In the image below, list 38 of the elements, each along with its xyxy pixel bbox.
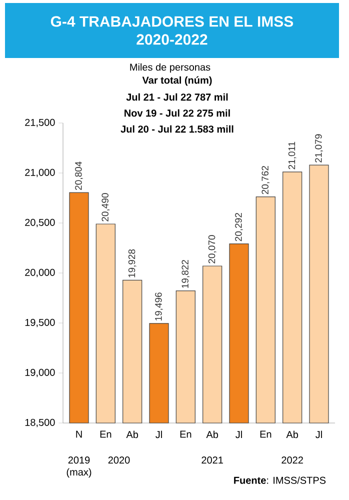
y-tick-label: 21,000	[25, 168, 55, 178]
x-tick-label: En	[180, 430, 192, 438]
data-label: 19,928	[128, 249, 136, 278]
x-tick-label: En	[260, 430, 272, 438]
data-label: 20,070	[208, 235, 216, 264]
data-label: 19,496	[155, 292, 163, 320]
x-tick-label: Ab	[126, 430, 138, 438]
y-tick-label: 21,500	[25, 118, 55, 128]
data-label: 20,762	[262, 166, 270, 194]
x-tick-label: Jl	[236, 430, 242, 438]
y-tick-label: 19,000	[25, 368, 55, 378]
x-tick-label: En	[100, 430, 112, 438]
x-tick-label: N	[76, 430, 82, 438]
text: 2020	[108, 456, 130, 464]
y-tick-label: 19,500	[25, 318, 55, 328]
y-tick-label: 20,500	[25, 218, 55, 228]
text: Fuente: IMSS/STPS	[234, 476, 326, 484]
x-tick-label: Jl	[316, 430, 322, 438]
text: 2022	[282, 456, 303, 464]
annotation: Jul 20 - Jul 22 1.583 mill	[120, 125, 234, 133]
chart-title: G-4 TRABAJADORES EN EL IMSS 2020-2022	[50, 16, 294, 45]
x-tick-label: Jl	[156, 430, 162, 438]
data-label: 20,292	[235, 213, 243, 242]
y-tick-label: 20,000	[25, 268, 55, 278]
text: 2021	[202, 456, 223, 464]
data-label: 20,804	[75, 162, 83, 190]
x-tick-label: Ab	[286, 430, 298, 438]
y-tick-label: 18,500	[25, 418, 55, 428]
text: 2019 (max)	[66, 456, 92, 478]
text: Jul 21 - Jul 22 787 mil	[126, 93, 228, 101]
data-label: 19,822	[182, 260, 190, 288]
text: Nov 19 - Jul 22 275 mil	[124, 109, 230, 117]
data-label: 21,011	[288, 142, 296, 170]
x-tick-label: Ab	[206, 430, 218, 438]
data-label: 21,079	[315, 134, 323, 162]
chart-subtitle: Miles de personas	[130, 63, 210, 73]
text: Var total (núm)	[142, 76, 212, 86]
data-label: 20,490	[102, 193, 110, 222]
